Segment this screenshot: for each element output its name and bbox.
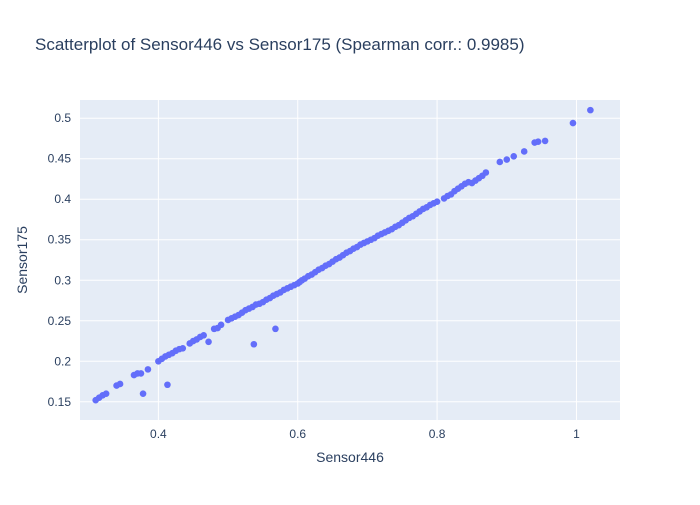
y-tick-label: 0.45 bbox=[48, 152, 72, 166]
data-point bbox=[534, 138, 542, 146]
x-tick-label: 1 bbox=[573, 427, 580, 441]
data-point bbox=[137, 370, 145, 377]
data-point bbox=[205, 338, 212, 346]
y-tick-label: 0.35 bbox=[48, 233, 72, 247]
x-tick-label: 0.6 bbox=[289, 427, 306, 441]
x-tick-label: 0.8 bbox=[429, 427, 446, 441]
data-point bbox=[164, 381, 171, 389]
data-point bbox=[569, 119, 577, 127]
y-tick-label: 0.15 bbox=[48, 395, 72, 409]
y-tick-label: 0.5 bbox=[54, 111, 71, 125]
data-point bbox=[482, 169, 490, 176]
data-point bbox=[102, 390, 110, 397]
y-tick-label: 0.4 bbox=[54, 192, 71, 206]
data-point bbox=[250, 340, 258, 348]
y-tick-label: 0.2 bbox=[54, 354, 71, 368]
plot-background bbox=[80, 100, 620, 420]
data-point bbox=[433, 198, 441, 205]
x-tick-label: 0.4 bbox=[150, 427, 167, 441]
y-tick-labels: 0.15 0.2 0.25 0.3 0.35 0.4 0.45 0.5 bbox=[48, 111, 72, 409]
data-point bbox=[510, 153, 518, 160]
y-tick-label: 0.3 bbox=[54, 273, 71, 287]
x-axis-title: Sensor446 bbox=[316, 449, 384, 465]
data-point bbox=[116, 380, 124, 388]
data-points bbox=[92, 106, 594, 404]
chart-title: Scatterplot of Sensor446 vs Sensor175 (S… bbox=[35, 35, 525, 54]
data-point bbox=[503, 156, 511, 163]
data-point bbox=[200, 332, 207, 339]
grid-lines bbox=[80, 100, 620, 420]
data-point bbox=[217, 321, 225, 329]
data-point bbox=[144, 366, 152, 373]
data-point bbox=[496, 158, 504, 166]
y-tick-label: 0.25 bbox=[48, 314, 72, 328]
data-point bbox=[139, 390, 147, 397]
y-axis-title: Sensor175 bbox=[14, 226, 30, 294]
x-tick-labels: 0.4 0.6 0.8 1 bbox=[150, 427, 580, 441]
data-point bbox=[520, 148, 528, 155]
data-point bbox=[541, 137, 549, 145]
data-point bbox=[179, 345, 187, 352]
data-point bbox=[272, 325, 279, 333]
data-point bbox=[587, 106, 594, 114]
